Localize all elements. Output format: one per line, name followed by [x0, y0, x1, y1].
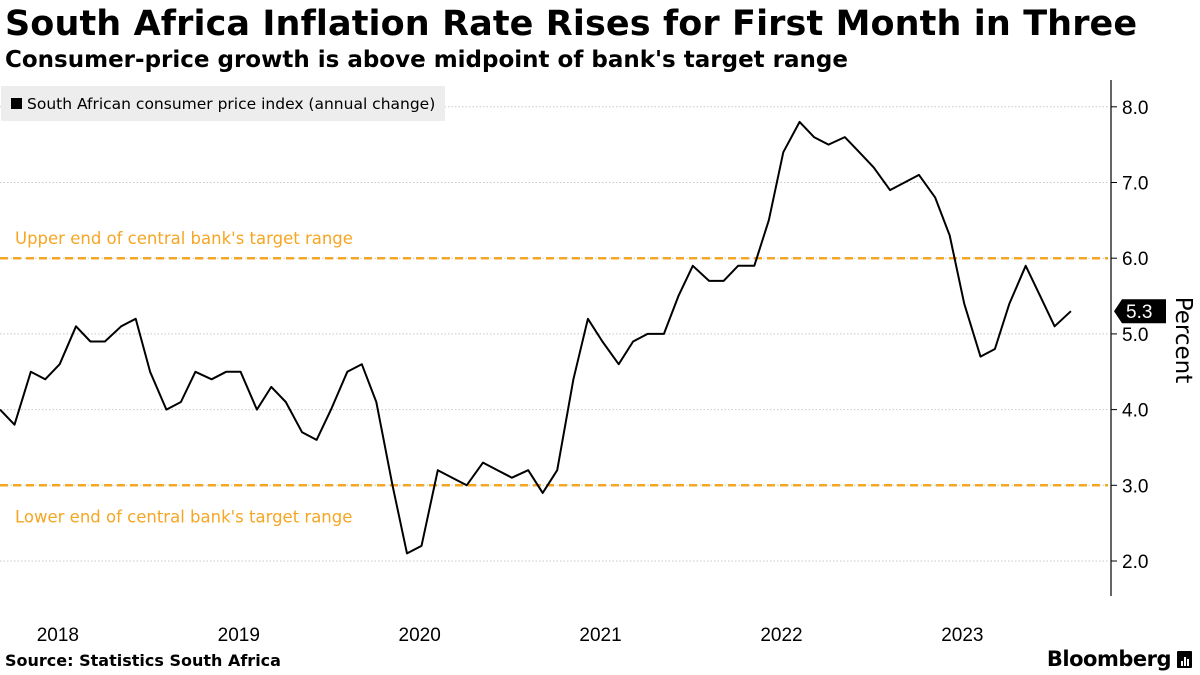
chart-subtitle: Consumer-price growth is above midpoint … — [5, 47, 848, 73]
y-axis-label: Percent — [1170, 297, 1196, 384]
y-tick-label: 6.0 — [1122, 249, 1148, 270]
lower-target-label: Lower end of central bank's target range — [15, 507, 352, 526]
y-tick-label: 7.0 — [1122, 174, 1148, 195]
x-tick-label: 2023 — [941, 625, 983, 646]
y-tick-label: 5.0 — [1122, 325, 1148, 346]
x-tick-label: 2021 — [579, 625, 621, 646]
bloomberg-bars-icon — [1177, 650, 1192, 668]
chart-title: South Africa Inflation Rate Rises for Fi… — [5, 4, 1138, 44]
source-note: Source: Statistics South Africa — [5, 651, 281, 670]
target-range-lines: Upper end of central bank's target range… — [0, 229, 1108, 526]
y-axis: 2.0 3.0 4.0 5.0 6.0 7.0 8.0 Percent 5.3 — [1110, 80, 1196, 596]
brand-name: Bloomberg — [1046, 647, 1172, 671]
last-value-badge — [1114, 299, 1166, 324]
y-tick-label: 4.0 — [1122, 401, 1148, 422]
x-tick-label: 2022 — [760, 625, 802, 646]
y-tick-label: 3.0 — [1122, 476, 1148, 497]
y-tick-label: 2.0 — [1122, 552, 1148, 573]
gridlines — [0, 106, 1108, 562]
series-layer — [0, 120, 1072, 555]
x-tick-label: 2018 — [37, 625, 79, 646]
legend-swatch — [11, 98, 22, 109]
x-tick-label: 2020 — [399, 625, 441, 646]
y-tick-label: 8.0 — [1122, 98, 1148, 119]
x-tick-label: 2019 — [218, 625, 260, 646]
legend: South African consumer price index (annu… — [1, 86, 446, 121]
last-value-label: 5.3 — [1126, 302, 1152, 323]
upper-target-label: Upper end of central bank's target range — [15, 229, 353, 248]
bloomberg-logo: Bloomberg — [1047, 647, 1192, 671]
x-axis: 2018 2019 2020 2021 2022 2023 — [37, 625, 984, 646]
cpi-series-line — [0, 120, 1072, 555]
legend-label: South African consumer price index (annu… — [27, 94, 436, 113]
